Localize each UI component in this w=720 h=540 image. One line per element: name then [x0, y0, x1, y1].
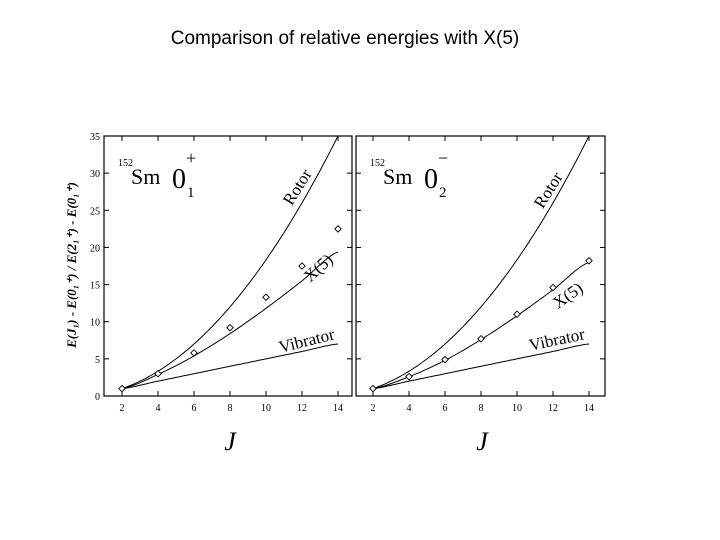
x-tick-label: 12: [548, 403, 558, 414]
y-tick-label: 35: [90, 132, 100, 143]
x-tick-label: 6: [192, 403, 197, 414]
data-point-diamond: [262, 293, 270, 302]
x-tick-label: 10: [261, 403, 271, 414]
x-tick-label: 14: [584, 403, 594, 414]
chart-panel-1: 2 4 6 8 10 12 1405101520253035RotorX(5)Vibrato…: [90, 132, 353, 414]
rotor-curve-label: Rotor: [279, 165, 316, 208]
panel-label-superscript: +: [186, 148, 196, 168]
data-point-diamond: [226, 323, 234, 332]
x-tick-label: 14: [333, 403, 343, 414]
x-5-curve: [372, 261, 590, 390]
x-axis-label-right: J: [476, 427, 489, 456]
y-tick-label: 10: [90, 318, 100, 329]
data-point-diamond: [441, 355, 449, 364]
vibrator-curve: [121, 343, 339, 390]
y-tick-label: 15: [90, 281, 100, 292]
data-point-diamond: [154, 369, 162, 378]
data-point-diamond: [118, 384, 126, 393]
data-point-diamond: [369, 384, 377, 393]
x-tick-label: 12: [297, 403, 307, 414]
data-point-diamond: [190, 349, 198, 357]
rotor-curve-label: Rotor: [530, 168, 567, 211]
x-tick-label: 2: [120, 403, 125, 414]
panel-label-state: 0: [172, 164, 186, 195]
vibrator-curve-label: Vibrator: [277, 325, 337, 357]
data-point-diamond: [477, 334, 485, 343]
y-axis-label: E(J₁) - E(0₁⁺) / E(2₁⁺) - E(0₁⁺): [64, 182, 79, 349]
y-tick-label: 5: [95, 355, 100, 366]
chart-panels: 2 4 6 8 10 12 1405101520253035RotorX(5)Vibrato…: [90, 132, 606, 414]
x-tick-label: 8: [479, 403, 484, 414]
slide-title: Comparison of relative energies with X(5…: [170, 28, 520, 49]
panel-label-mass: 152: [370, 158, 385, 169]
vibrator-curve: [372, 343, 590, 390]
data-point-diamond: [405, 372, 413, 381]
panel-label-superscript: −: [438, 148, 448, 168]
panel-label-mass: 152: [118, 158, 133, 169]
panel-label-subscript: 2: [439, 185, 447, 201]
data-point-diamond: [298, 262, 306, 270]
data-point-diamond: [334, 225, 342, 233]
y-tick-label: 30: [90, 169, 100, 180]
plot-frame: [103, 135, 353, 397]
data-point-diamond: [549, 283, 557, 292]
panel-label-element: Sm: [383, 164, 412, 189]
data-point-diamond: [513, 310, 521, 319]
panel-label-state: 0: [424, 164, 438, 195]
x-tick-label: 6: [443, 403, 448, 414]
panel-label-subscript: 1: [187, 185, 195, 201]
panel-label-element: Sm: [131, 164, 160, 189]
x-tick-label: 10: [512, 403, 522, 414]
y-tick-label: 0: [95, 392, 100, 403]
data-point-diamond: [585, 256, 593, 265]
y-tick-label: 25: [90, 206, 100, 217]
x-tick-label: 4: [407, 403, 412, 414]
x-tick-label: 4: [156, 403, 161, 414]
x-axis-label-left: J: [224, 427, 237, 456]
x-tick-label: 2: [371, 403, 376, 414]
rotor-curve: [372, 135, 590, 390]
x-tick-label: 8: [228, 403, 233, 414]
x-5-curve-label: X(5): [549, 279, 586, 313]
y-tick-label: 20: [90, 243, 100, 254]
